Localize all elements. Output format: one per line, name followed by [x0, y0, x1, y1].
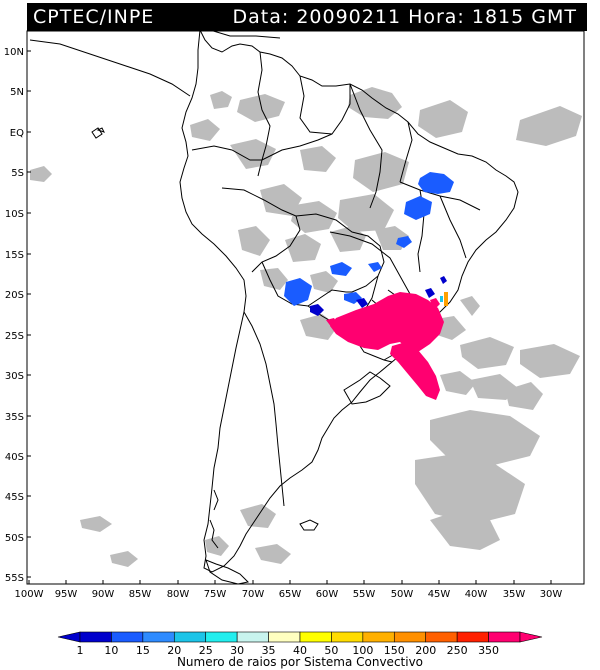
legend-value-label: 40 — [293, 644, 307, 657]
legend-labels: 1 10 15 20 25 30 35 40 50 100 150 200 250 350 — [77, 644, 500, 657]
lon-label: 90W — [92, 589, 115, 600]
legend-swatch — [205, 631, 238, 643]
legend-value-label: 25 — [199, 644, 213, 657]
legend-value-label: 50 — [324, 644, 338, 657]
lat-label: 40S — [5, 452, 24, 463]
lon-label: 85W — [129, 589, 152, 600]
map-header: CPTEC/INPE Data: 20090211 Hora: 1815 GMT — [27, 3, 587, 31]
lat-label: 35S — [5, 412, 24, 423]
lat-label: 55S — [5, 573, 24, 584]
lon-label: 40W — [465, 589, 488, 600]
lat-label: EQ — [10, 128, 24, 139]
lon-label: 55W — [353, 589, 376, 600]
legend-swatch — [142, 631, 175, 643]
lon-label: 75W — [204, 589, 227, 600]
legend-arrow-right — [519, 631, 543, 643]
legend-swatch — [425, 631, 458, 643]
legend-swatch — [488, 631, 521, 643]
legend-value-label: 100 — [352, 644, 373, 657]
lat-label: 5N — [10, 87, 24, 98]
lon-label: 45W — [428, 589, 451, 600]
latitude-axis: 10N 5N EQ 5S 10S 15S 20S 25S 30S 35S 40S… — [4, 47, 24, 584]
lon-label: 70W — [242, 589, 265, 600]
legend-value-label: 1 — [77, 644, 84, 657]
longitude-axis: 100W 95W 90W 85W 80W 75W 70W 65W 60W 55W… — [15, 589, 563, 600]
lightning-cells-dark-blue — [310, 276, 447, 316]
source-label: CPTEC/INPE — [33, 6, 155, 28]
lon-label: 80W — [167, 589, 190, 600]
legend-colorbar — [57, 631, 543, 643]
lightning-cells-blue — [284, 172, 454, 306]
lon-label: 65W — [279, 589, 302, 600]
legend-value-label: 30 — [230, 644, 244, 657]
legend-swatch — [79, 631, 112, 643]
legend-value-label: 150 — [384, 644, 405, 657]
longitude-ticks — [28, 580, 552, 584]
legend-swatch — [268, 631, 301, 643]
satellite-cloud-cover — [30, 87, 582, 567]
lightning-cell-cyan — [440, 296, 443, 302]
legend-swatch — [331, 631, 364, 643]
lon-label: 30W — [540, 589, 563, 600]
lon-label: 60W — [316, 589, 339, 600]
lightning-cell-orange — [444, 292, 448, 306]
legend-value-label: 350 — [478, 644, 499, 657]
legend-arrow-left — [57, 631, 81, 643]
legend-swatch — [236, 631, 269, 643]
legend-value-label: 200 — [415, 644, 436, 657]
latitude-ticks — [27, 50, 31, 578]
lat-label: 25S — [5, 331, 24, 342]
legend-value-label: 10 — [104, 644, 118, 657]
lat-label: 30S — [5, 371, 24, 382]
lon-label: 50W — [391, 589, 414, 600]
datetime-label: Data: 20090211 Hora: 1815 GMT — [232, 6, 577, 28]
legend-swatch — [299, 631, 332, 643]
lon-label: 35W — [503, 589, 526, 600]
legend-swatch — [362, 631, 395, 643]
legend-swatch — [111, 631, 144, 643]
legend-value-label: 20 — [167, 644, 181, 657]
legend-value-label: 250 — [447, 644, 468, 657]
legend-value-label: 15 — [136, 644, 150, 657]
lat-label: 20S — [5, 290, 24, 301]
legend-swatch — [456, 631, 489, 643]
lon-label: 100W — [15, 589, 44, 600]
lat-label: 45S — [5, 492, 24, 503]
legend-swatch — [393, 631, 427, 643]
lon-label: 95W — [55, 589, 78, 600]
lat-label: 15S — [5, 250, 24, 261]
lat-label: 10S — [5, 209, 24, 220]
legend-swatch — [173, 631, 207, 643]
lat-label: 50S — [5, 533, 24, 544]
legend-value-label: 35 — [262, 644, 276, 657]
lat-label: 5S — [11, 168, 24, 179]
lightning-cells-magenta — [326, 292, 444, 400]
lat-label: 10N — [4, 47, 24, 58]
legend-caption: Numero de raios por Sistema Convectivo — [176, 655, 424, 669]
